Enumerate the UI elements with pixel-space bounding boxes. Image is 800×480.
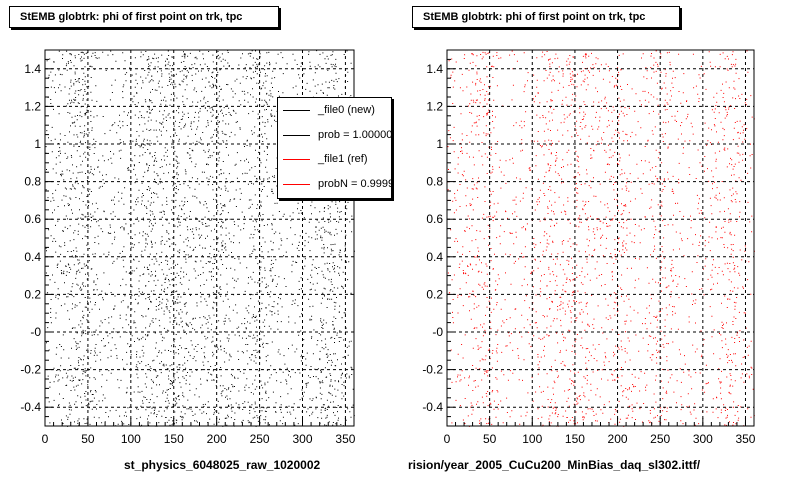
legend-line-red bbox=[283, 158, 310, 160]
legend-label: _file0 (new) bbox=[318, 104, 375, 116]
y-tick-label: 1 bbox=[34, 137, 41, 151]
legend-entry-prob: prob = 1.000000 bbox=[278, 127, 392, 143]
x-tick-label: 350 bbox=[335, 432, 355, 446]
y-tick-label: -0.4 bbox=[20, 400, 41, 414]
y-tick-label: -0.2 bbox=[422, 363, 443, 377]
x-tick-label: 350 bbox=[735, 432, 755, 446]
y-tick-label: 0.8 bbox=[24, 175, 41, 189]
scatter-points bbox=[447, 50, 755, 427]
plot-title-left: StEMB globtrk: phi of first point on trk… bbox=[9, 6, 279, 28]
legend: _file0 (new) prob = 1.000000 _file1 (ref… bbox=[277, 97, 392, 199]
legend-label: _file1 (ref) bbox=[318, 153, 368, 165]
y-tick-label: -0 bbox=[432, 325, 443, 339]
x-tick-label: 100 bbox=[522, 432, 542, 446]
x-tick-label: 100 bbox=[121, 432, 141, 446]
scatter-panel-1: 0 50 100 150 200 250 300 350 -0.4 -0.2 -0 0.2 0.4 0.6… bbox=[20, 49, 356, 446]
x-tick-label: 0 bbox=[444, 432, 451, 446]
y-tick-label: 0.6 bbox=[24, 212, 41, 226]
x-tick-label: 300 bbox=[693, 432, 713, 446]
x-tick-label: 200 bbox=[608, 432, 628, 446]
legend-label: probN = 0.999964 bbox=[318, 178, 391, 190]
x-tick-label: 250 bbox=[650, 432, 670, 446]
y-tick-label: 1.4 bbox=[426, 62, 443, 76]
scatter-panel-2: 0 50 100 150 200 250 300 350 -0.4 -0.2 -0 0.2 0.4 0.6… bbox=[422, 49, 756, 446]
x-tick-label: 250 bbox=[250, 432, 270, 446]
legend-line-black bbox=[283, 134, 310, 136]
x-tick-label: 150 bbox=[164, 432, 184, 446]
legend-line-red bbox=[283, 183, 310, 185]
legend-entry-file0: _file0 (new) bbox=[278, 102, 391, 118]
y-tick-label: 1.2 bbox=[426, 99, 443, 113]
y-tick-label: 0.4 bbox=[24, 250, 41, 264]
y-tick-label: 0.4 bbox=[426, 250, 443, 264]
y-tick-label: 1.2 bbox=[24, 99, 41, 113]
legend-line-black bbox=[283, 109, 310, 111]
y-tick-label: 0.2 bbox=[426, 287, 443, 301]
y-tick-label: -0 bbox=[30, 325, 41, 339]
y-tick-label: 1 bbox=[436, 137, 443, 151]
x-tick-label: 300 bbox=[292, 432, 312, 446]
x-axis-label-left: st_physics_6048025_raw_1020002 bbox=[124, 458, 321, 472]
legend-entry-file1: _file1 (ref) bbox=[278, 151, 391, 167]
x-tick-label: 150 bbox=[565, 432, 585, 446]
x-axis-label-right: rision/year_2005_CuCu200_MinBias_daq_sl3… bbox=[408, 458, 701, 472]
x-tick-label: 0 bbox=[42, 432, 49, 446]
y-tick-label: -0.4 bbox=[422, 400, 443, 414]
y-tick-label: 0.6 bbox=[426, 212, 443, 226]
plot-title-right: StEMB globtrk: phi of first point on trk… bbox=[412, 6, 680, 28]
legend-label: prob = 1.000000 bbox=[318, 129, 392, 141]
data-point-cloud bbox=[447, 50, 755, 427]
y-tick-label: 0.2 bbox=[24, 287, 41, 301]
x-tick-label: 50 bbox=[81, 432, 95, 446]
x-tick-label: 50 bbox=[483, 432, 497, 446]
y-tick-label: -0.2 bbox=[20, 363, 41, 377]
legend-entry-probN: probN = 0.999964 bbox=[278, 176, 391, 192]
y-tick-label: 1.4 bbox=[24, 62, 41, 76]
x-tick-label: 200 bbox=[207, 432, 227, 446]
y-tick-label: 0.8 bbox=[426, 175, 443, 189]
